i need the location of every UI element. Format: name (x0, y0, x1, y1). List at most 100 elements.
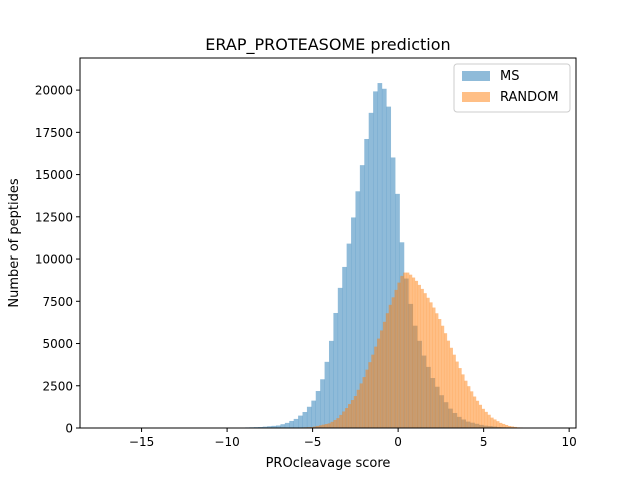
bar-random (505, 424, 509, 428)
bar-random (350, 400, 355, 428)
bar-ms (306, 406, 312, 428)
bar-ms (293, 418, 299, 428)
bar-random (385, 313, 389, 428)
bar-random (438, 319, 442, 428)
x-tick-label: 10 (562, 435, 577, 449)
bar-random (446, 340, 451, 428)
bar-random (493, 419, 497, 428)
bar-random (327, 423, 331, 428)
bar-random (345, 408, 349, 428)
bar-ms (324, 361, 330, 428)
bar-random (507, 425, 512, 428)
bar-random (403, 272, 407, 428)
bar-ms (333, 312, 339, 428)
bar-random (487, 414, 491, 428)
bar-random (455, 361, 459, 428)
y-tick-label: 12500 (35, 210, 73, 224)
plot-area-frame (79, 57, 577, 429)
bar-random (321, 424, 325, 428)
bar-random (359, 383, 363, 428)
bar-random (324, 424, 328, 428)
bar-random (348, 404, 352, 428)
bar-random (464, 380, 468, 428)
bar-random (510, 426, 514, 428)
bar-random (388, 304, 392, 428)
bar-random (371, 354, 375, 428)
bar-ms (280, 424, 286, 428)
bar-random (441, 325, 445, 428)
bar-ms (302, 412, 308, 428)
y-tick-label: 10000 (35, 253, 73, 267)
bar-random (318, 425, 323, 428)
y-tick-label: 7500 (42, 295, 73, 309)
x-axis-label: PROcleavage score (266, 456, 391, 471)
bar-random (417, 284, 421, 428)
y-tick-label: 20000 (35, 84, 73, 98)
bar-random (374, 346, 378, 428)
bar-random (426, 297, 430, 428)
bar-ms (271, 425, 277, 428)
bar-random (420, 288, 424, 428)
bar-random (379, 330, 384, 428)
bar-random (475, 400, 480, 428)
bar-random (377, 338, 381, 428)
chart-title: ERAP_PROTEASOME prediction (205, 35, 450, 55)
legend-swatch-ms (462, 71, 490, 81)
bar-random (473, 396, 477, 428)
bar-ms (381, 88, 387, 429)
bar-ms (359, 165, 365, 428)
bar-random (382, 321, 387, 428)
bar-ms (337, 287, 343, 428)
bar-ms (276, 425, 281, 428)
bar-random (467, 386, 471, 428)
bar-random (478, 404, 483, 428)
bar-random (400, 275, 404, 428)
bar-random (513, 426, 517, 428)
bar-random (470, 391, 474, 428)
bar-ms (351, 217, 356, 428)
bar-random (397, 282, 401, 428)
y-tick-label: 15000 (35, 168, 73, 182)
x-tick-label: −5 (304, 435, 322, 449)
bar-ms (355, 191, 361, 428)
bar-random (313, 426, 317, 428)
bar-random (409, 274, 413, 428)
bar-ms (368, 112, 374, 428)
bar-random (449, 347, 453, 428)
bar-random (333, 419, 337, 428)
bar-random (391, 297, 395, 428)
bar-random (411, 277, 416, 428)
bar-random (394, 289, 398, 428)
y-tick-label: 17500 (35, 126, 73, 140)
x-tick-label: 5 (480, 435, 488, 449)
bar-ms (386, 106, 392, 428)
bar-random (429, 302, 433, 428)
bar-ms (342, 266, 347, 428)
bar-random (330, 421, 334, 428)
bar-ms (315, 391, 321, 428)
y-tick-label: 0 (65, 422, 73, 436)
bar-ms (289, 420, 294, 428)
bar-random (484, 411, 488, 428)
bar-random (423, 293, 427, 428)
bar-ms (346, 243, 352, 428)
x-tick-label: 0 (394, 435, 402, 449)
bar-ms (377, 83, 383, 428)
bar-ms (262, 426, 268, 428)
x-axis: −15 −10 −5 0 5 10 (129, 428, 577, 449)
bar-random (362, 377, 366, 428)
bar-random (502, 423, 506, 428)
bar-random (316, 425, 320, 428)
bar-ms (364, 138, 369, 429)
bar-random (356, 389, 360, 428)
legend: MS RANDOM (453, 63, 571, 113)
y-axis: 0 2500 5000 7500 10000 12500 15000 17500 20000 (35, 84, 80, 436)
bar-random (461, 374, 465, 428)
bar-random (496, 421, 500, 428)
bar-random (499, 422, 503, 428)
y-tick-label: 2500 (42, 379, 73, 393)
bar-random (452, 354, 456, 428)
bar-ms (284, 422, 290, 428)
y-tick-label: 5000 (42, 337, 73, 351)
